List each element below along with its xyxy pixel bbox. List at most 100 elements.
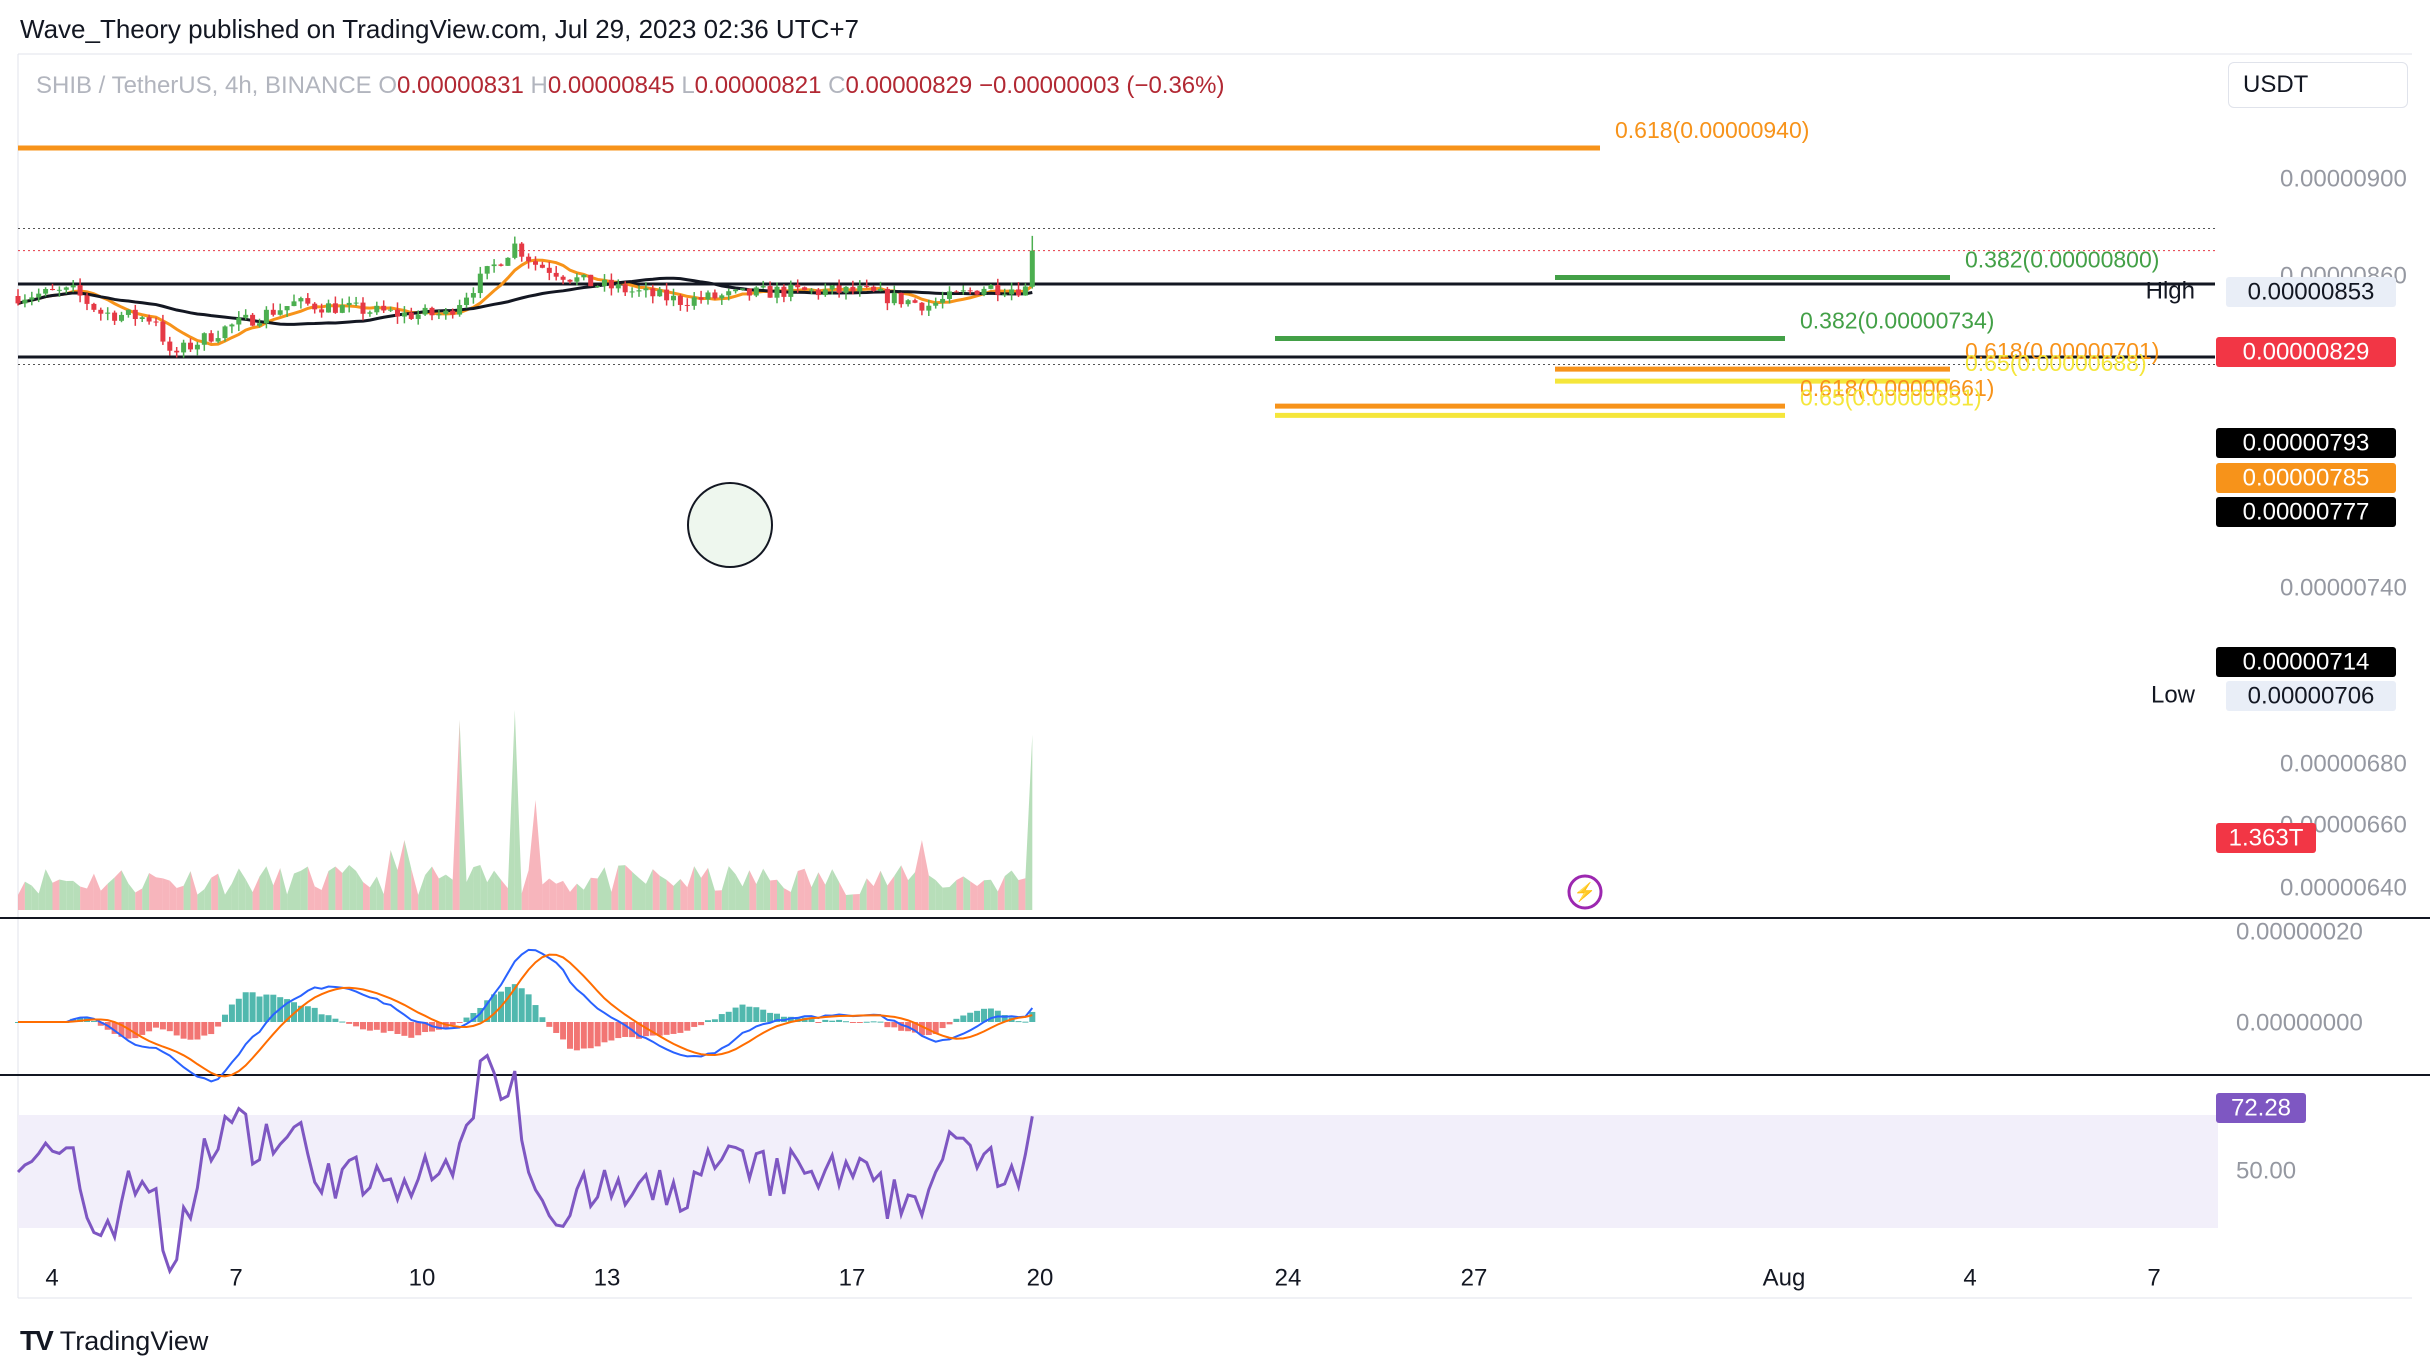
candle-body-18 — [139, 317, 145, 320]
volume-area-83 — [590, 877, 598, 910]
volume-area-134 — [942, 887, 950, 910]
candle-body-48 — [346, 302, 352, 306]
macd-histogram-bar-65 — [463, 1017, 470, 1022]
volume-area-12 — [100, 883, 108, 910]
candle-body-19 — [146, 317, 152, 322]
candle-body-53 — [381, 305, 387, 311]
candle-body-86 — [608, 279, 614, 289]
macd-histogram-bar-147 — [1029, 1011, 1036, 1022]
macd-histogram-bar-31 — [228, 1004, 235, 1022]
volume-area-46 — [335, 866, 343, 910]
volume-area-101 — [714, 890, 722, 910]
candle-body-106 — [746, 288, 752, 296]
macd-histogram-bar-45 — [325, 1015, 332, 1022]
candle-body-67 — [477, 273, 483, 294]
volume-area-95 — [673, 879, 681, 910]
volume-area-13 — [107, 877, 115, 910]
publish-header: Wave_Theory published on TradingView.com… — [20, 14, 859, 44]
level-785-tag: 0.00000785 — [2243, 464, 2370, 491]
volume-area-62 — [445, 874, 453, 910]
volume-area-139 — [977, 880, 984, 910]
candle-body-16 — [125, 309, 131, 315]
macd-histogram-bar-86 — [608, 1022, 615, 1041]
volume-area-56 — [404, 840, 412, 910]
level-793-tag: 0.00000793 — [2243, 429, 2370, 456]
candle-body-0 — [15, 296, 21, 304]
volume-area-55 — [397, 840, 405, 910]
volume-area-127 — [894, 865, 902, 910]
volume-area-53 — [383, 850, 391, 910]
macd-histogram-bar-22 — [166, 1022, 173, 1032]
volume-area-17 — [135, 888, 143, 910]
volume-area-32 — [238, 868, 246, 910]
macd-histogram-bar-139 — [974, 1010, 981, 1022]
candle-body-42 — [305, 298, 311, 304]
volume-area-100 — [708, 867, 715, 910]
volume-tag-bg — [2216, 823, 2316, 853]
currency-selector[interactable]: USDT — [2228, 62, 2408, 108]
candle-body-138 — [967, 290, 973, 292]
price-tick-0: 0.00000900 — [2280, 165, 2407, 192]
volume-area-31 — [231, 868, 239, 910]
volume-area-8 — [73, 880, 81, 910]
candle-body-80 — [567, 279, 573, 282]
candle-body-88 — [622, 284, 628, 293]
macd-histogram-bar-17 — [132, 1022, 139, 1039]
macd-histogram-bar-143 — [1001, 1015, 1008, 1022]
volume-area-35 — [259, 866, 267, 910]
volume-area-126 — [887, 875, 895, 910]
macd-tick-1: 0.00000000 — [2236, 1009, 2363, 1036]
volume-area-40 — [294, 870, 301, 910]
candle-body-17 — [132, 309, 138, 320]
macd-histogram-bar-135 — [946, 1022, 953, 1025]
price-tick-5: 0.00000640 — [2280, 874, 2407, 901]
volume-area-93 — [659, 875, 667, 910]
volume-tag: 1.363T — [2229, 824, 2304, 851]
macd-histogram-bar-74 — [525, 994, 532, 1022]
volume-area-140 — [984, 879, 991, 910]
candle-body-37 — [270, 309, 276, 315]
candle-body-89 — [629, 291, 635, 293]
macd-histogram-bar-69 — [491, 994, 498, 1022]
fib-level-label-6: 0.65(0.00000651) — [1800, 384, 1982, 410]
macd-histogram-bar-28 — [208, 1022, 215, 1035]
volume-area-121 — [852, 894, 860, 910]
volume-area-97 — [687, 866, 695, 910]
tradingview-brand[interactable]: TV TradingView — [20, 1325, 208, 1357]
macd-histogram-bar-15 — [118, 1022, 125, 1037]
candle-body-68 — [484, 266, 490, 274]
volume-area-11 — [93, 873, 101, 910]
macd-histogram-bar-67 — [477, 1007, 484, 1022]
macd-histogram-bar-96 — [677, 1022, 684, 1033]
macd-histogram-bar-87 — [615, 1022, 622, 1039]
macd-histogram-bar-30 — [222, 1014, 228, 1022]
high-label: High — [2146, 277, 2195, 304]
candle-body-146 — [1022, 286, 1028, 296]
candle-body-108 — [760, 286, 766, 288]
volume-area-84 — [597, 867, 605, 910]
candle-body-51 — [367, 312, 373, 314]
volume-area-73 — [521, 870, 529, 910]
candle-body-133 — [933, 302, 939, 306]
candle-body-14 — [112, 312, 118, 321]
fib-level-label-1: 0.382(0.00000800) — [1965, 247, 2159, 273]
candle-body-127 — [891, 292, 897, 304]
candle-body-39 — [284, 306, 290, 311]
volume-area-104 — [735, 874, 743, 910]
volume-area-82 — [583, 877, 591, 910]
volume-area-96 — [680, 879, 688, 910]
macd-histogram-bar-34 — [249, 992, 256, 1022]
candle-body-91 — [643, 288, 649, 291]
volume-area-66 — [473, 865, 481, 910]
volume-area-23 — [176, 885, 184, 910]
volume-area-143 — [1004, 870, 1012, 910]
candle-body-3 — [36, 293, 42, 298]
macd-histogram-bar-100 — [705, 1020, 711, 1022]
macd-histogram-bar-128 — [898, 1022, 905, 1031]
macd-histogram-bar-78 — [553, 1022, 560, 1033]
volume-area-92 — [652, 869, 660, 910]
macd-histogram-bar-117 — [822, 1019, 829, 1022]
macd-histogram-bar-85 — [601, 1022, 608, 1043]
